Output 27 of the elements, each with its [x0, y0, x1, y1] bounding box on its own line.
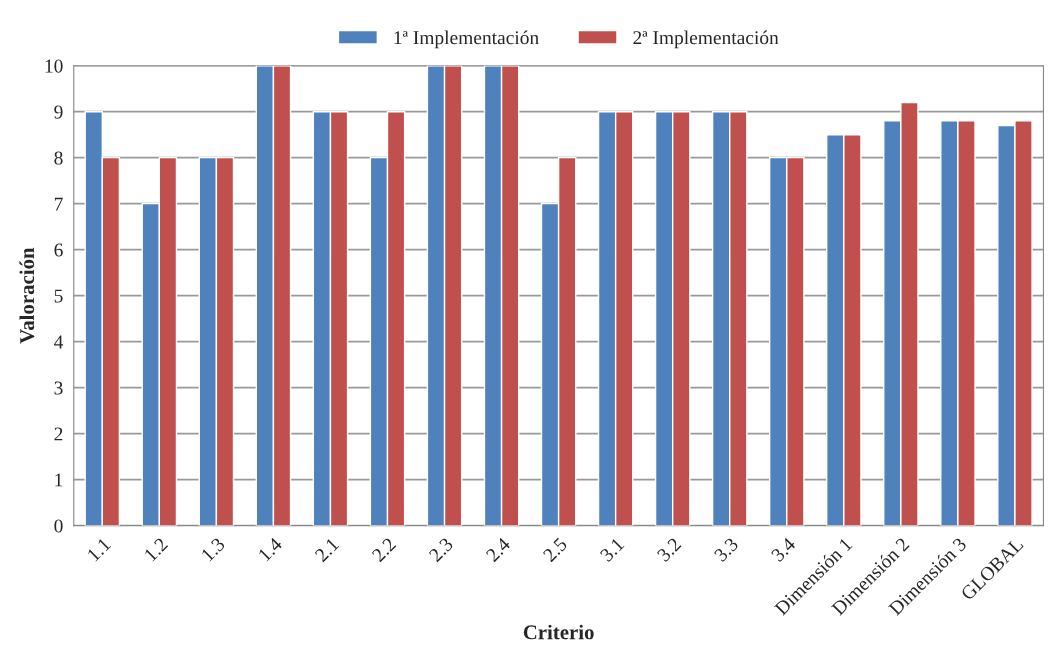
y-tick-label: 0: [54, 519, 63, 533]
x-tick-label: 2.3: [428, 536, 454, 563]
y-tick-label: 1: [55, 473, 63, 487]
y-tick-label: 2: [54, 427, 63, 441]
x-tick-label: 1.1: [86, 537, 112, 562]
x-tick-label: 3.3: [713, 536, 739, 563]
legend-label: 1ª Implementación: [394, 30, 539, 49]
x-tick-label: 2.1: [314, 537, 340, 563]
y-tick-label: 6: [54, 243, 63, 257]
x-tick-label: 2.4: [485, 536, 512, 563]
x-tick-label: 3.1: [599, 537, 625, 563]
y-tick-label: 4: [54, 335, 64, 349]
y-tick-label: 7: [54, 197, 63, 211]
x-tick-label: 2.5: [542, 536, 568, 563]
y-tick-label: 5: [54, 289, 63, 303]
y-tick-label: 3: [54, 381, 63, 395]
y-axis-title: Valoración: [19, 247, 35, 344]
x-tick-label: 2.2: [371, 537, 397, 563]
x-axis-title: Criterio: [523, 624, 594, 640]
y-tick-label: 10: [45, 59, 63, 73]
x-tick-label: 1.3: [200, 536, 226, 562]
legend-label: 2ª Implementación: [633, 30, 779, 49]
x-tick-label: 1.2: [143, 537, 169, 562]
x-tick-label: 1.4: [257, 536, 283, 562]
x-tick-label: 3.2: [656, 537, 682, 563]
y-tick-label: 9: [54, 105, 63, 119]
y-tick-label: 8: [54, 151, 63, 165]
